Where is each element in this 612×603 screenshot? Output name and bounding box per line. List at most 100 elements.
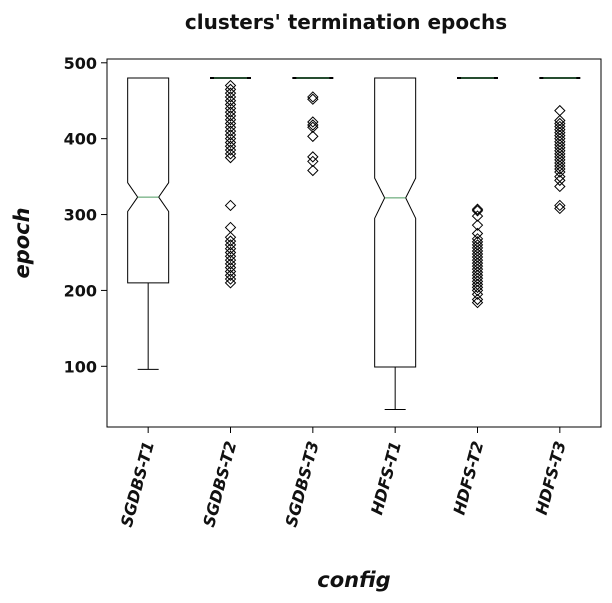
- flier-point: [471, 281, 484, 294]
- flier-point: [307, 130, 319, 143]
- flier-point: [554, 142, 566, 154]
- x-tick-label-HDFS-T1: HDFS-T1: [367, 439, 405, 517]
- flier-point: [307, 119, 319, 131]
- flier-point: [554, 123, 566, 136]
- flier-point: [471, 203, 484, 215]
- flier-point: [224, 151, 237, 164]
- flier-point: [554, 117, 566, 130]
- flier-point: [307, 121, 319, 133]
- flier-point: [224, 239, 237, 251]
- flier-point: [554, 180, 566, 193]
- flier-point: [307, 91, 319, 103]
- flier-point: [471, 284, 484, 297]
- box-group-HDFS-T1: [374, 77, 417, 411]
- flier-point: [224, 144, 237, 156]
- flier-point: [224, 136, 237, 149]
- flier-point: [224, 254, 237, 266]
- flier-point: [554, 163, 566, 175]
- flier-point: [224, 261, 237, 274]
- y-tick-label-500: 500: [64, 54, 97, 73]
- flier-point: [471, 269, 484, 281]
- flier-point: [471, 254, 484, 266]
- flier-point: [471, 272, 484, 284]
- flier-point: [471, 263, 484, 275]
- flier-point: [554, 202, 566, 215]
- flier-point: [307, 164, 319, 177]
- flier-point: [224, 221, 237, 234]
- plot-area-frame: [106, 58, 602, 428]
- flier-point: [224, 117, 237, 130]
- box-group-HDFS-T2: [457, 76, 498, 309]
- flier-point: [471, 242, 484, 254]
- flier-point: [224, 269, 237, 281]
- flier-point: [471, 205, 484, 217]
- flier-point: [224, 231, 237, 244]
- flier-point: [471, 293, 484, 306]
- flier-point: [554, 126, 566, 139]
- flier-point: [224, 95, 237, 107]
- flier-point: [554, 132, 566, 145]
- x-tick-label-SGDBS-T1: SGDBS-T1: [117, 439, 158, 529]
- flier-point: [471, 257, 484, 269]
- flier-point: [224, 102, 237, 115]
- flier-point: [471, 233, 484, 245]
- flier-point: [224, 83, 237, 96]
- x-tick-label-HDFS-T3: HDFS-T3: [532, 439, 570, 517]
- flier-point: [307, 93, 319, 105]
- flier-point: [224, 277, 237, 289]
- flier-point: [224, 140, 237, 152]
- flier-point: [224, 258, 237, 270]
- flier-point: [224, 121, 237, 133]
- flier-point: [554, 166, 566, 178]
- x-tick-label-SGDBS-T2: SGDBS-T2: [199, 439, 240, 529]
- flier-point: [224, 265, 237, 278]
- box-group-HDFS-T3: [539, 76, 581, 215]
- box-body: [374, 77, 417, 368]
- flier-point: [554, 148, 566, 160]
- flier-point: [554, 157, 566, 169]
- y-tick-label-100: 100: [64, 357, 97, 376]
- flier-point: [224, 113, 237, 126]
- x-tick-label-HDFS-T2: HDFS-T2: [449, 439, 487, 517]
- flier-point: [554, 139, 566, 151]
- flier-point: [554, 114, 566, 127]
- flier-point: [554, 151, 566, 163]
- flier-point: [554, 145, 566, 157]
- x-axis-label: config: [317, 568, 390, 592]
- y-tick-label-300: 300: [64, 206, 97, 225]
- flier-point: [554, 104, 566, 117]
- flier-point: [471, 260, 484, 272]
- box-group-SGDBS-T1: [127, 77, 170, 370]
- flier-point: [471, 236, 484, 248]
- flier-point: [224, 106, 237, 118]
- box-group-SGDBS-T3: [292, 76, 334, 177]
- flier-point: [471, 210, 484, 222]
- y-axis-label: epoch: [10, 207, 34, 278]
- flier-point: [554, 174, 566, 187]
- flier-point: [471, 296, 484, 309]
- y-axis: 100 200 300 400 500: [64, 54, 107, 376]
- flier-point: [307, 155, 319, 168]
- flier-point: [224, 273, 237, 285]
- flier-point: [224, 98, 237, 111]
- box-body: [127, 77, 170, 284]
- flier-point: [224, 246, 237, 259]
- flier-point: [554, 199, 566, 212]
- flier-point: [471, 245, 484, 257]
- chart-title: clusters' termination epochs: [185, 10, 507, 34]
- flier-point: [554, 154, 566, 166]
- box-group-SGDBS-T2: [210, 76, 251, 289]
- flier-point: [471, 239, 484, 251]
- flier-point: [554, 120, 566, 133]
- flier-point: [471, 275, 484, 288]
- boxes-layer: [127, 76, 581, 411]
- flier-point: [471, 266, 484, 278]
- y-tick-label-400: 400: [64, 130, 97, 149]
- flier-point: [224, 199, 237, 212]
- flier-point: [471, 251, 484, 263]
- flier-point: [471, 248, 484, 260]
- flier-point: [224, 87, 237, 99]
- flier-point: [224, 132, 237, 145]
- flier-point: [224, 242, 237, 255]
- flier-point: [307, 151, 319, 163]
